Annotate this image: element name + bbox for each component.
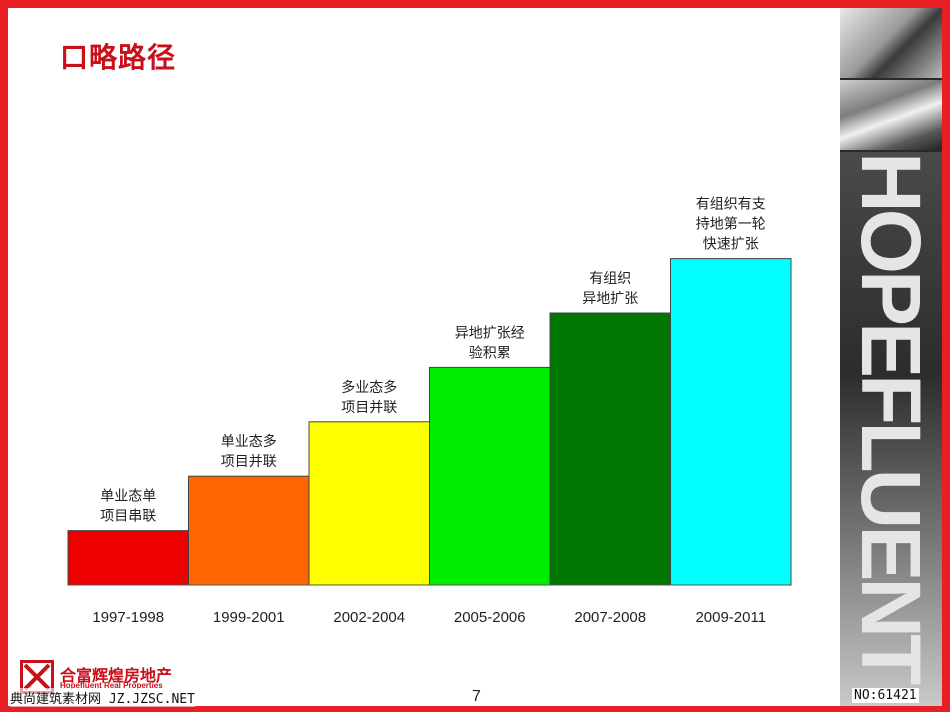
bar-data-label: 持地第一轮 [696,216,766,233]
company-english-name: Hopefluent Real Properties [60,681,163,690]
bar-2005-2006 [429,366,551,586]
brand-side-panel: HOPEFLUENT [840,8,942,706]
bar-data-label: 异地扩张 [582,291,638,307]
bar-data-label: 验积累 [469,345,511,361]
bar-2009-2011 [670,258,792,586]
bar-data-label: 项目并联 [341,400,397,416]
x-tick-label-group: 1997-1998 1999-2001 2002-2004 2005-2006 2007… [92,609,766,626]
x-tick-label: 2009-2011 [695,609,766,626]
bar-data-label: 有组织有支 [696,197,766,213]
x-tick-label: 1997-1998 [92,609,164,626]
architecture-photo [840,152,942,706]
x-tick-label: 2002-2004 [333,609,405,626]
bar-2002-2004 [308,421,430,586]
bar-data-label: 多业态多 [341,379,397,396]
company-name: 合富辉煌房地产 [60,666,173,685]
bar-group [67,258,792,586]
bar-data-label: 单业态单 [100,489,156,505]
bar-1999-2001 [188,475,310,586]
bar-data-label: 单业态多 [221,433,277,450]
bar-data-label: 项目串联 [100,509,156,525]
bar-2007-2008 [549,312,671,586]
bar-1997-1998 [67,530,189,586]
building-photo [840,80,942,150]
x-tick-label: 1999-2001 [213,609,285,626]
document-number: NO:61421 [852,688,919,703]
watermark-text: 典尚建筑素材网 JZ.JZSC.NET [10,688,195,707]
bar-data-label: 快速扩张 [703,237,759,253]
brand-vertical-text: HOPEFLUENT [844,152,938,682]
bar-label-group: 单业态单项目串联单业态多项目并联多业态多项目并联异地扩张经验积累有组织异地扩张有… [100,197,766,525]
interior-photo [840,8,942,78]
x-tick-label: 2007-2008 [574,609,646,626]
slide-title: 口略路径 [60,41,177,74]
bar-data-label: 异地扩张经 [455,325,525,341]
page-number: 7 [472,688,481,705]
bar-data-label: 项目并联 [221,454,277,470]
x-tick-label: 2005-2006 [454,609,526,626]
bar-data-label: 有组织 [589,271,631,287]
staircase-bar-chart: 单业态单项目串联单业态多项目并联多业态多项目并联异地扩张经验积累有组织异地扩张有… [67,197,792,626]
